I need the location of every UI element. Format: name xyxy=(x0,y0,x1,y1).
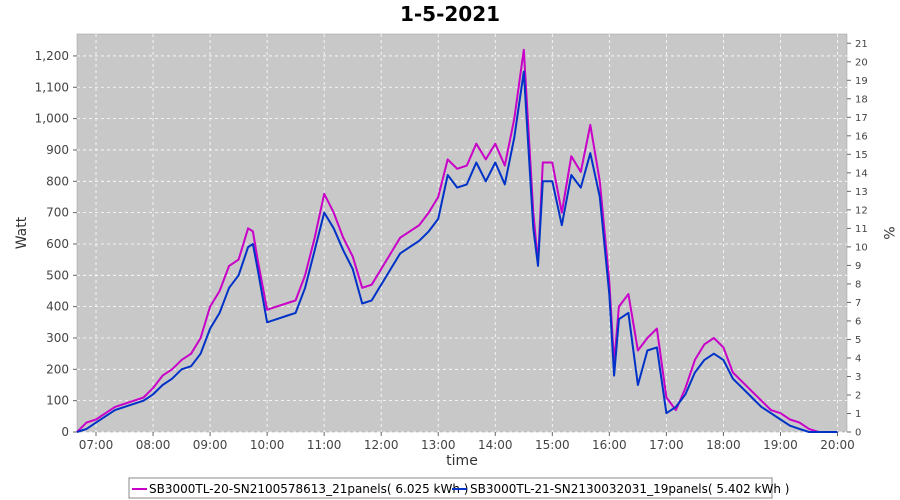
legend-label-series-1: SB3000TL-20-SN2100578613_21panels( 6.025… xyxy=(149,482,468,496)
y-tick-label: 1,000 xyxy=(35,112,69,126)
x-tick-label: 11:00 xyxy=(307,438,342,452)
y2-tick-label: 14 xyxy=(855,168,868,179)
y2-tick-label: 19 xyxy=(855,76,868,87)
axes: 01002003004005006007008009001,0001,1001,… xyxy=(35,39,868,452)
plot-area xyxy=(76,33,848,433)
y2-tick-label: 7 xyxy=(855,298,861,309)
y2-tick-label: 11 xyxy=(855,224,868,235)
y2-tick-label: 2 xyxy=(855,390,861,401)
y-tick-label: 100 xyxy=(46,394,69,408)
x-tick-label: 12:00 xyxy=(364,438,399,452)
y2-tick-label: 5 xyxy=(855,335,861,346)
y-tick-label: 1,100 xyxy=(35,80,69,94)
x-tick-label: 08:00 xyxy=(136,438,171,452)
y2-tick-label: 12 xyxy=(855,205,868,216)
x-tick-label: 18:00 xyxy=(706,438,741,452)
y2-tick-label: 4 xyxy=(855,353,861,364)
x-tick-label: 10:00 xyxy=(250,438,285,452)
y-tick-label: 0 xyxy=(61,425,69,439)
series-line-1 xyxy=(76,48,838,433)
x-tick-label: 13:00 xyxy=(421,438,456,452)
x-tick-label: 14:00 xyxy=(478,438,513,452)
chart-title: 1-5-2021 xyxy=(400,2,500,26)
y-axis-label: Watt xyxy=(14,216,30,249)
y2-tick-label: 9 xyxy=(855,261,861,272)
y-tick-label: 500 xyxy=(46,268,69,282)
y2-tick-label: 15 xyxy=(855,150,868,161)
y-tick-label: 400 xyxy=(46,300,69,314)
y2-tick-label: 0 xyxy=(855,428,861,439)
x-tick-label: 16:00 xyxy=(592,438,627,452)
y-tick-label: 900 xyxy=(46,143,69,157)
y2-tick-label: 10 xyxy=(855,242,868,253)
y-tick-label: 700 xyxy=(46,206,69,220)
grid-lines xyxy=(77,34,847,433)
x-tick-label: 19:00 xyxy=(763,438,798,452)
x-tick-label: 17:00 xyxy=(649,438,684,452)
y2-tick-label: 8 xyxy=(855,279,861,290)
y-tick-label: 800 xyxy=(46,174,69,188)
x-tick-label: 09:00 xyxy=(193,438,228,452)
y2-axis-label: % xyxy=(880,226,896,239)
x-tick-label: 20:00 xyxy=(820,438,855,452)
x-axis-label: time xyxy=(446,453,478,469)
y2-tick-label: 3 xyxy=(855,372,861,383)
y-tick-label: 300 xyxy=(46,331,69,345)
y2-tick-label: 18 xyxy=(855,94,868,105)
y2-tick-label: 17 xyxy=(855,113,868,124)
series-lines xyxy=(76,48,838,433)
y2-tick-label: 21 xyxy=(855,39,868,50)
y2-tick-label: 20 xyxy=(855,57,868,68)
y2-tick-label: 1 xyxy=(855,409,861,420)
x-tick-label: 07:00 xyxy=(79,438,114,452)
x-tick-label: 15:00 xyxy=(535,438,570,452)
y-tick-label: 1,200 xyxy=(35,49,69,63)
legend-label-series-2: SB3000TL-21-SN2130032031_19panels( 5.402… xyxy=(470,482,789,496)
y-tick-label: 600 xyxy=(46,237,69,251)
legend-box xyxy=(128,477,773,499)
y2-tick-label: 16 xyxy=(855,131,868,142)
y-tick-label: 200 xyxy=(46,362,69,376)
legend: SB3000TL-20-SN2100578613_21panels( 6.025… xyxy=(128,477,789,499)
y2-tick-label: 13 xyxy=(855,187,868,198)
series-line-2 xyxy=(76,70,838,433)
y2-tick-label: 6 xyxy=(855,316,861,327)
